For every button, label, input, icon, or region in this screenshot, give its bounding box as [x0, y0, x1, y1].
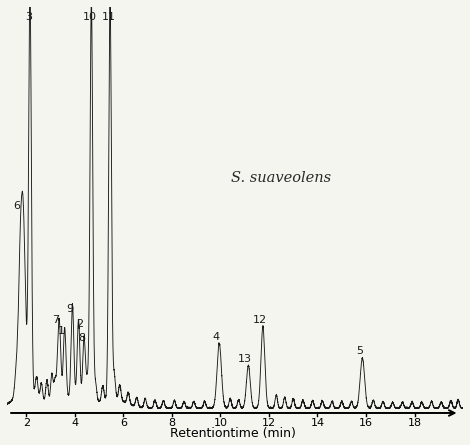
Text: 8: 8	[78, 333, 85, 344]
Text: 13: 13	[238, 354, 252, 364]
Text: 10: 10	[83, 12, 97, 22]
Text: 18: 18	[407, 418, 422, 428]
Text: 16: 16	[359, 418, 373, 428]
Text: 4: 4	[71, 418, 78, 428]
Text: 3: 3	[25, 12, 32, 22]
Text: 14: 14	[310, 418, 325, 428]
Text: 11: 11	[102, 12, 115, 22]
Text: 6: 6	[13, 202, 20, 211]
Text: 6: 6	[120, 418, 127, 428]
Text: 4: 4	[212, 332, 219, 342]
Text: Retentiontime (min): Retentiontime (min)	[170, 427, 296, 440]
Text: 10: 10	[213, 418, 227, 428]
Text: S. suaveolens: S. suaveolens	[231, 171, 331, 185]
Text: 2: 2	[76, 319, 83, 328]
Text: 8: 8	[168, 418, 175, 428]
Text: 2: 2	[23, 418, 30, 428]
Text: 12: 12	[262, 418, 276, 428]
Text: 12: 12	[253, 315, 267, 325]
Text: 1: 1	[58, 326, 65, 336]
Text: 9: 9	[66, 303, 73, 314]
Text: 7: 7	[52, 315, 60, 325]
Text: 5: 5	[356, 347, 363, 356]
